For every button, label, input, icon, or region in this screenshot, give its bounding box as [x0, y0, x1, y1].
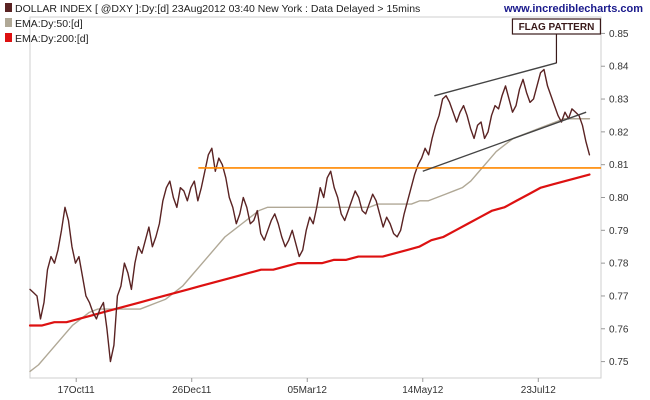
- legend-swatch-ema200: [5, 33, 12, 42]
- y-tick-label: 0.85: [609, 29, 629, 40]
- legend-price-label: DOLLAR INDEX [ @DXY ]:Dy:[d] 23Aug2012 0…: [15, 3, 420, 15]
- series-ema50-line: [29, 118, 591, 373]
- legend-ema200-label: EMA:Dy:200:[d]: [15, 33, 89, 45]
- flag-trendline: [434, 62, 557, 97]
- y-tick-label: 0.82: [609, 127, 629, 138]
- y-tick-label: 0.76: [609, 324, 629, 335]
- brand-watermark: www.incrediblecharts.com: [503, 3, 643, 15]
- y-tick-label: 0.83: [609, 95, 629, 106]
- flag-callout-box: [511, 18, 602, 35]
- annotation-layer: FLAG PATTERN: [198, 18, 602, 172]
- legend-ema50-label: EMA:Dy:50:[d]: [15, 18, 83, 30]
- y-tick-label: 0.75: [609, 357, 629, 368]
- series-layer: [28, 68, 591, 373]
- y-tick-label: 0.77: [609, 291, 629, 302]
- x-tick-label: 05Mar12: [288, 385, 328, 396]
- y-tick-label: 0.79: [609, 226, 629, 237]
- x-tick-label: 14May12: [402, 385, 444, 396]
- legend-swatch-price: [5, 3, 12, 12]
- series-dollar-index-line: [29, 68, 591, 363]
- x-tick-label: 23Jul12: [521, 385, 556, 396]
- y-tick-label: 0.78: [609, 259, 629, 270]
- x-tick-label: 17Oct11: [58, 385, 95, 396]
- flag-pattern-label: FLAG PATTERN: [519, 22, 595, 33]
- y-tick-label: 0.80: [609, 193, 629, 204]
- y-tick-label: 0.84: [609, 62, 629, 73]
- legend-swatch-ema50: [5, 18, 12, 27]
- x-axis: 17Oct11 26Dec11 05Mar12 14May12 23Jul12: [58, 378, 556, 396]
- y-tick-label: 0.81: [609, 160, 629, 171]
- legend: DOLLAR INDEX [ @DXY ]:Dy:[d] 23Aug2012 0…: [5, 3, 420, 45]
- flag-trendline: [422, 111, 587, 172]
- y-axis: 0.75 0.76 0.77 0.78 0.79 0.80 0.81 0.82 0.83 0.84…: [601, 29, 629, 368]
- x-tick-label: 26Dec11: [172, 385, 212, 396]
- series-ema200-line: [28, 173, 591, 327]
